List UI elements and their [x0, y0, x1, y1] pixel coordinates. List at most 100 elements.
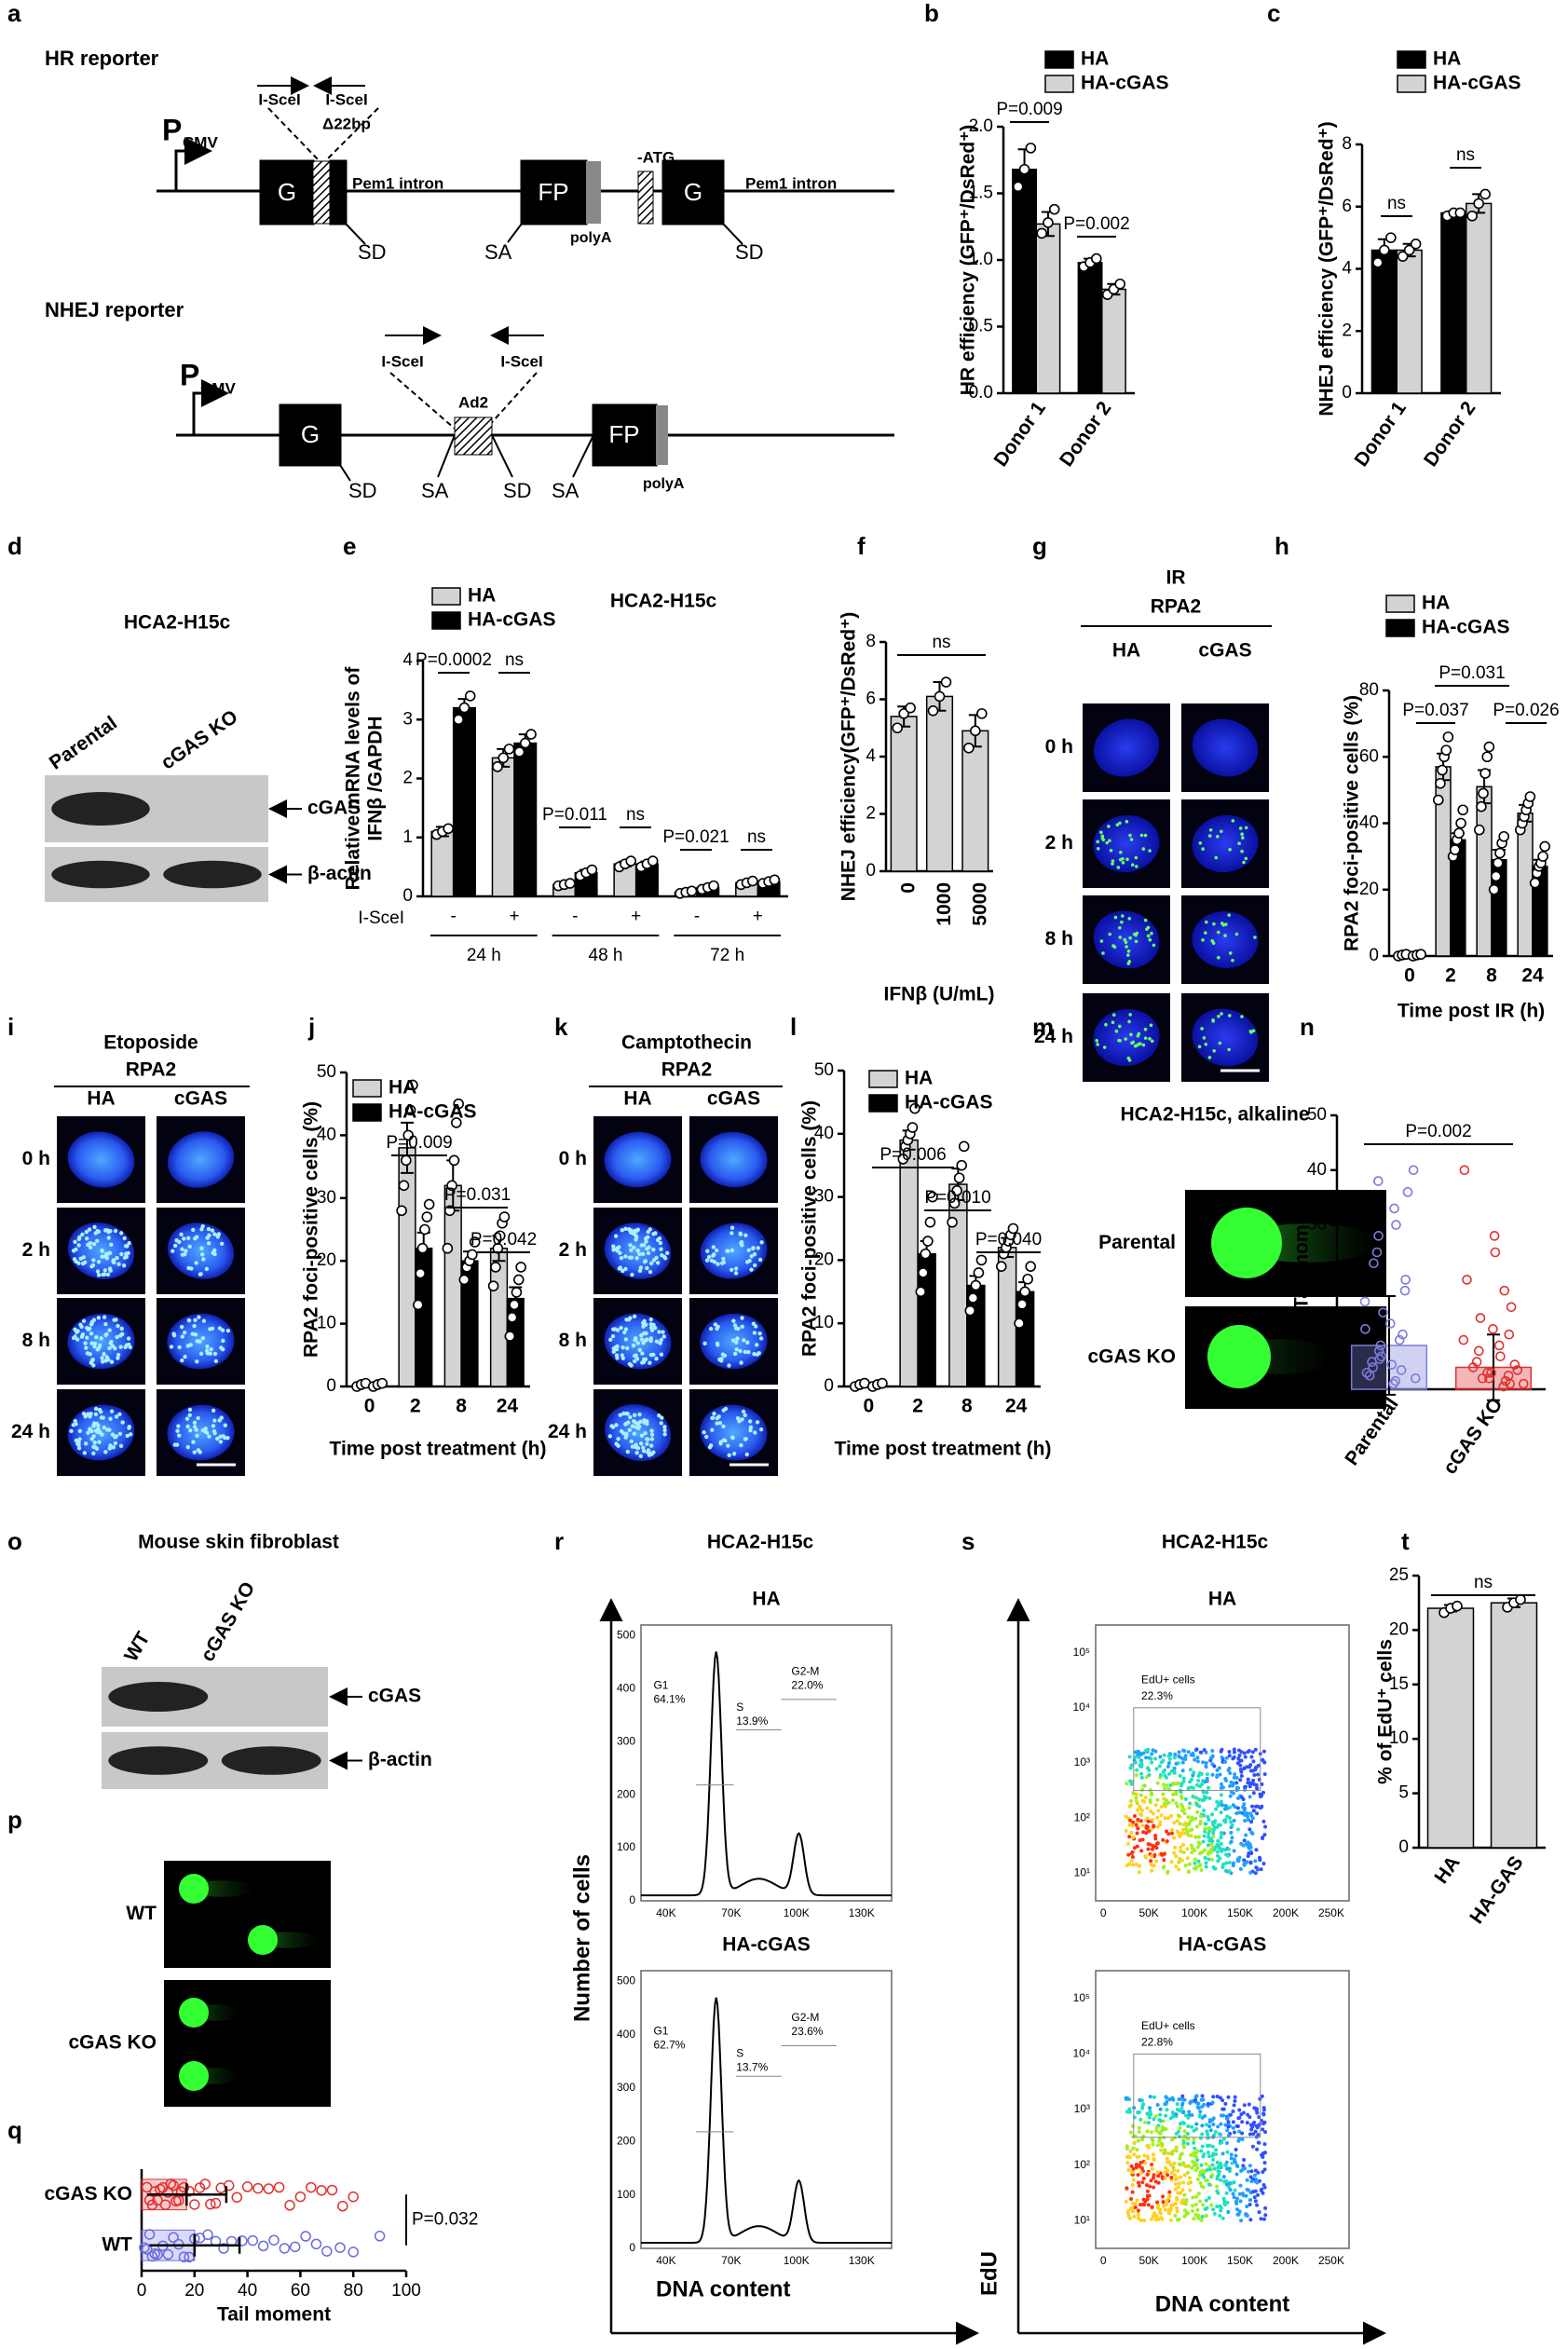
flow-dot: [1231, 2125, 1235, 2130]
flow-dot: [1211, 2157, 1216, 2162]
focus: [723, 1406, 729, 1412]
focus: [733, 1271, 739, 1276]
focus: [197, 1315, 201, 1319]
label: HA-cGAS: [468, 609, 556, 631]
panel-letter: h: [1275, 532, 1289, 560]
flow-dot: [1234, 1788, 1239, 1793]
flow-dot: [1233, 1772, 1237, 1777]
focus: [642, 1318, 647, 1324]
data-point: [231, 2192, 242, 2203]
focus: [1102, 1045, 1107, 1049]
y-tick-label: 30: [317, 1188, 336, 1208]
flow-dot: [1166, 2173, 1170, 2178]
label: 130K: [849, 2254, 875, 2267]
x-tick-label: 20: [184, 2281, 204, 2301]
flow-dot: [1239, 1769, 1244, 1774]
focus: [630, 1424, 635, 1428]
flow-dot: [1127, 2155, 1132, 2160]
focus: [621, 1431, 626, 1436]
focus: [638, 1441, 644, 1446]
x-tick-label: 0: [137, 2281, 147, 2301]
label: -: [572, 907, 578, 926]
label: RPA2 foci-positive cells (%): [301, 1101, 322, 1358]
focus: [1134, 939, 1139, 944]
flow-dot: [1237, 1753, 1242, 1757]
label: 50K: [1139, 1906, 1158, 1919]
flow-dot: [1198, 1784, 1203, 1789]
focus: [218, 1440, 224, 1444]
focus: [96, 1316, 102, 1320]
focus: [1228, 1014, 1232, 1017]
data-point: [1410, 1373, 1421, 1384]
flow-dot: [1176, 2129, 1180, 2134]
flow-dot: [1151, 1811, 1155, 1816]
flow-dot: [1192, 2151, 1196, 2155]
flow-dot: [1206, 2150, 1210, 2154]
flow-dot: [1204, 1864, 1208, 1869]
focus: [611, 1327, 616, 1332]
label: 200: [617, 2135, 635, 2148]
flow-dot: [1147, 1772, 1152, 1777]
flow-dot: [1207, 2124, 1212, 2128]
flow-dot: [1161, 1758, 1166, 1763]
focus: [634, 1256, 639, 1261]
panel-letter: a: [7, 0, 21, 27]
flow-dot: [1163, 2148, 1167, 2152]
data-point: [1408, 1165, 1419, 1176]
flow-dot: [1253, 2173, 1258, 2178]
focus: [660, 1415, 664, 1420]
flow-dot: [1125, 2210, 1130, 2215]
focus: [107, 1328, 112, 1332]
label: β-actin: [368, 1749, 432, 1770]
y-tick-label: 10: [1389, 1728, 1409, 1748]
flow-dot: [1252, 2195, 1257, 2200]
focus: [1127, 916, 1132, 921]
focus: [1208, 828, 1213, 832]
flow-dot: [1202, 2151, 1207, 2156]
focus: [1128, 1013, 1132, 1017]
focus: [81, 1318, 87, 1324]
focus: [1105, 840, 1109, 845]
flow-dot: [1198, 2199, 1203, 2204]
focus: [743, 1413, 747, 1418]
focus: [108, 1268, 113, 1273]
label: 100K: [1181, 2254, 1207, 2267]
flow-dot: [1221, 2113, 1226, 2118]
focus: [82, 1260, 88, 1264]
flow-dot: [1204, 1761, 1208, 1766]
label: P=0.009: [996, 100, 1062, 119]
flow-dot: [1181, 1779, 1186, 1783]
focus: [1125, 857, 1129, 862]
data-point: [504, 1331, 516, 1342]
panel-letter: q: [7, 2116, 22, 2144]
focus: [645, 1437, 650, 1441]
flow-dot: [1218, 1856, 1222, 1861]
label: ns: [1474, 1573, 1493, 1592]
flow-dot: [1215, 2095, 1220, 2099]
focus: [113, 1441, 118, 1446]
focus: [74, 1422, 78, 1427]
flow-dot: [1251, 1778, 1256, 1782]
flow-dot: [1149, 2130, 1153, 2135]
focus: [722, 1353, 728, 1359]
label: HA: [1422, 593, 1450, 614]
flow-dot: [1261, 2111, 1266, 2116]
flow-dot: [1259, 1867, 1263, 1872]
data-point: [1474, 1345, 1484, 1357]
label: WT: [102, 2233, 132, 2255]
flow-dot: [1128, 1766, 1133, 1770]
focus: [705, 1249, 710, 1253]
data-point: [525, 729, 537, 740]
flow-dot: [1128, 2206, 1133, 2211]
focus: [76, 1243, 81, 1248]
flow-dot: [1150, 2163, 1154, 2167]
flow-dot: [1246, 1781, 1250, 1785]
flow-dot: [1217, 1766, 1221, 1770]
flow-dot: [1261, 2191, 1265, 2195]
flow-dot: [1205, 1790, 1209, 1795]
comet-head: [179, 2061, 209, 2091]
flow-dot: [1219, 1799, 1223, 1804]
flow-dot: [1234, 2148, 1238, 2152]
focus: [1118, 1039, 1122, 1043]
label: RPA2: [126, 1059, 176, 1081]
